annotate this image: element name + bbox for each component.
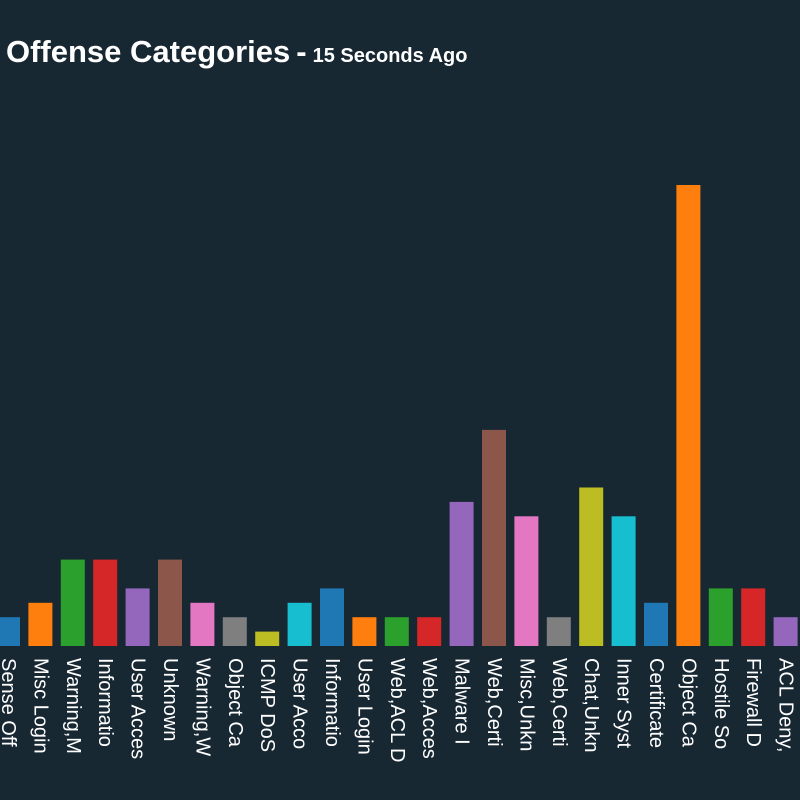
bar-6[interactable] — [158, 559, 182, 646]
x-tick-label-1: Sense Off — [0, 658, 19, 747]
x-tick-label-21: Certificate — [645, 658, 667, 748]
x-tick-label-13: Web,ACL D — [386, 658, 408, 762]
x-tick-label-3: Warning,M — [62, 658, 84, 754]
x-tick-label-16: Web,Certi — [483, 658, 505, 747]
x-tick-label-6: Unknown — [159, 658, 181, 741]
bar-24[interactable] — [741, 588, 766, 646]
bar-17[interactable] — [514, 516, 539, 646]
chart-title-separator: - — [296, 34, 307, 69]
bar-20[interactable] — [611, 516, 636, 646]
x-tick-label-17: Misc,Unkn — [515, 658, 537, 751]
bar-10[interactable] — [287, 602, 312, 646]
x-tick-label-18: Web,Certi — [548, 658, 570, 747]
bar-15[interactable] — [449, 501, 474, 646]
x-tick-label-15: Malware I — [451, 658, 473, 745]
x-tick-label-24: Firewall D — [742, 658, 764, 747]
x-tick-label-19: Chat,Unkn — [580, 658, 602, 753]
bar-3[interactable] — [60, 559, 85, 646]
x-tick-label-9: ICMP DoS — [256, 658, 278, 752]
bar-22[interactable] — [676, 185, 701, 646]
x-tick-label-2: Misc Login — [29, 658, 51, 754]
x-tick-label-23: Hostile So — [710, 658, 732, 749]
bar-5[interactable] — [125, 588, 150, 646]
bar-14[interactable] — [417, 617, 442, 646]
bar-13[interactable] — [384, 617, 409, 646]
chart-title: Offense Categories -15 Seconds Ago — [6, 34, 467, 70]
x-tick-label-20: Inner Syst — [613, 658, 635, 748]
x-tick-label-10: User Acco — [289, 658, 311, 749]
bar-11[interactable] — [320, 588, 344, 646]
bar-23[interactable] — [708, 588, 733, 646]
bar-18[interactable] — [546, 617, 571, 646]
bar-2[interactable] — [28, 602, 53, 646]
bar-1[interactable] — [0, 617, 20, 646]
chart-title-main: Offense Categories — [6, 34, 291, 69]
x-tick-label-14: Web,Acces — [418, 658, 440, 759]
x-tick-label-25: ACL Deny, — [775, 658, 797, 752]
chart-subtitle: 15 Seconds Ago — [312, 45, 468, 67]
bar-21[interactable] — [644, 602, 668, 646]
x-tick-label-5: User Acces — [127, 658, 149, 759]
x-tick-label-8: Object Ca — [224, 658, 246, 748]
x-tick-label-12: User Login — [353, 658, 375, 755]
x-tick-label-22: Object Ca — [677, 658, 699, 748]
bar-4[interactable] — [93, 559, 118, 646]
bar-19[interactable] — [579, 487, 604, 647]
bar-12[interactable] — [352, 617, 377, 646]
bar-7[interactable] — [190, 602, 215, 646]
bar-16[interactable] — [482, 429, 506, 646]
bar-8[interactable] — [222, 617, 247, 646]
x-tick-label-7: Warning,W — [191, 658, 213, 756]
bar-25[interactable] — [773, 617, 798, 646]
x-tick-label-11: Informatio — [321, 658, 343, 747]
x-tick-label-4: Informatio — [94, 658, 116, 747]
bar-9[interactable] — [255, 631, 280, 646]
